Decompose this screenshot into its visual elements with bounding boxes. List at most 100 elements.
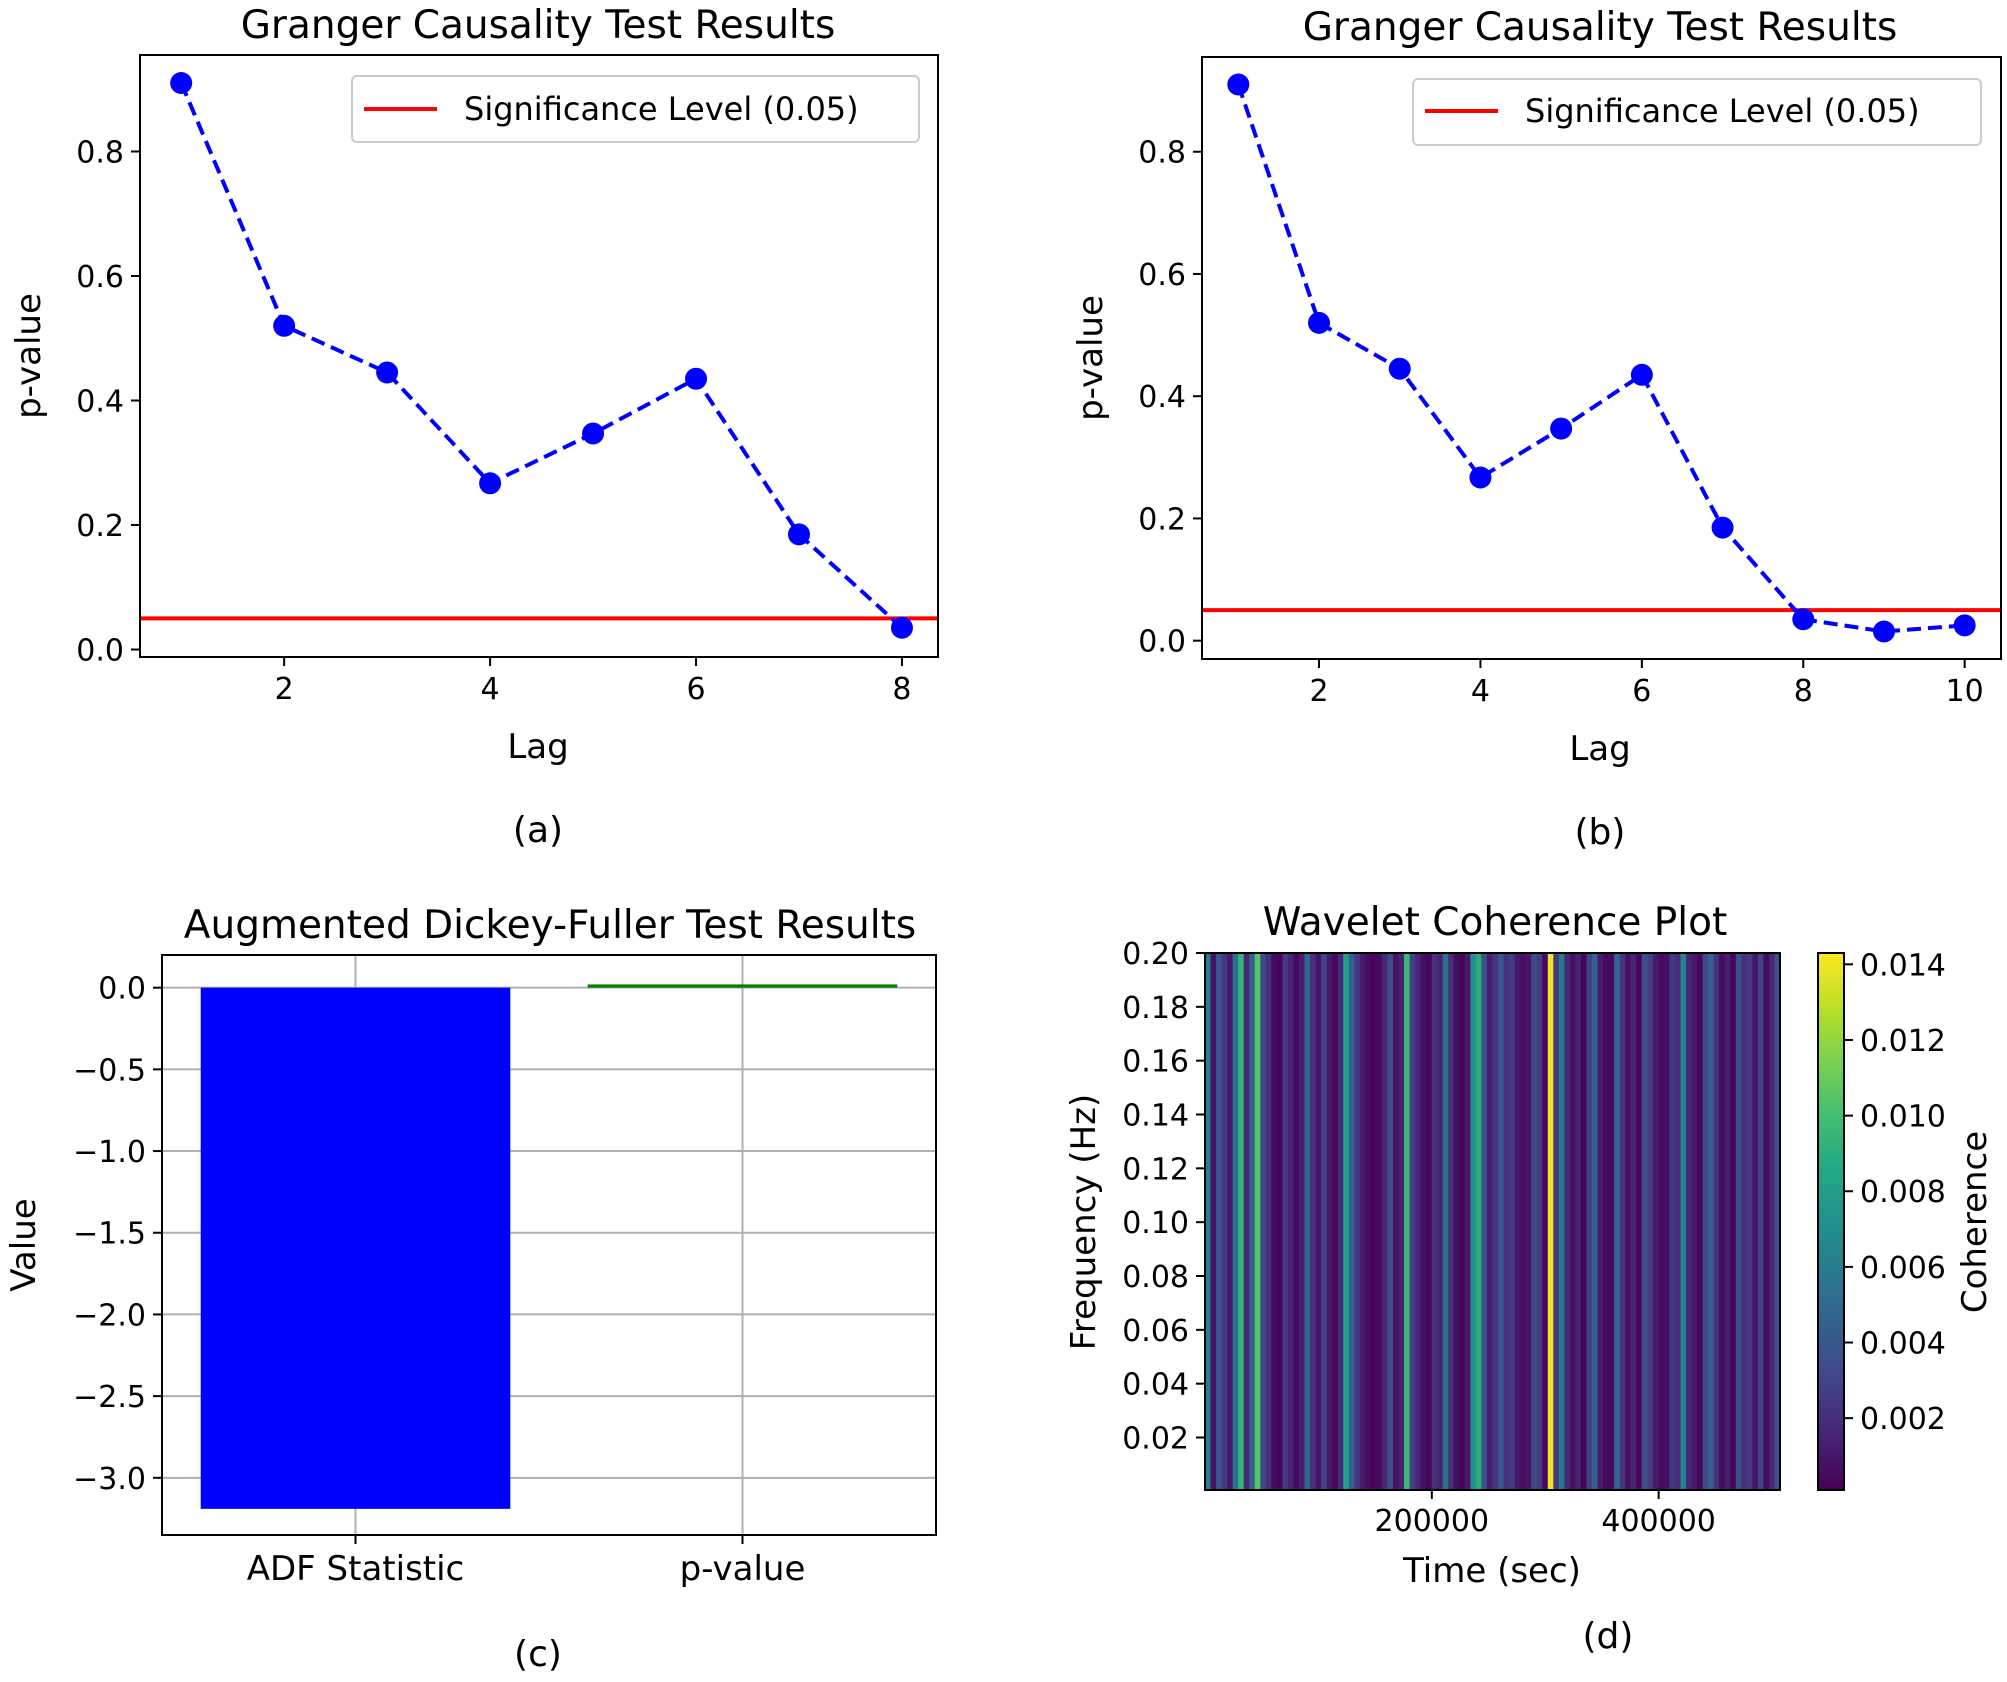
data-point — [1550, 417, 1573, 440]
y-tick-label: −3.0 — [73, 1462, 146, 1497]
heatmap-cell — [1663, 953, 1671, 1490]
heatmap-cell — [1254, 953, 1261, 1490]
heatmap-cell — [1448, 953, 1455, 1490]
y-tick-label: 0.2 — [1138, 502, 1186, 537]
heatmap-cell — [1702, 953, 1709, 1490]
heatmap-cell — [1321, 953, 1328, 1490]
data-point — [170, 72, 193, 95]
heatmap-cell — [1636, 953, 1643, 1490]
data-point — [479, 472, 502, 495]
heatmap-cell — [1437, 953, 1444, 1490]
heatmap-cell — [1542, 953, 1549, 1490]
chart-d: Wavelet Coherence Plot 200000 400000 0.02 0… — [1064, 900, 1995, 1657]
heatmap-cell — [1287, 953, 1295, 1490]
y-tick-label: −0.5 — [73, 1053, 146, 1088]
heatmap-cell — [1348, 953, 1355, 1490]
heatmap-cell — [1630, 953, 1637, 1490]
data-point — [582, 422, 605, 445]
chart-a-legend-box — [351, 75, 920, 143]
heatmap-cell — [1365, 953, 1372, 1490]
chart-c-title: Augmented Dickey-Fuller Test Results — [184, 903, 916, 948]
chart-d-xlabel: Time (sec) — [1402, 1551, 1581, 1591]
heatmap-cell — [1575, 953, 1582, 1490]
heatmap-cell — [1564, 953, 1571, 1490]
chart-c-ylabel: Value — [4, 1198, 44, 1291]
y-tick-label: 0.0 — [98, 972, 146, 1007]
heatmap-cell — [1409, 953, 1416, 1490]
chart-b-legend: Significance Level (0.05) — [1412, 78, 1982, 146]
heatmap-cell — [1404, 953, 1411, 1490]
chart-d-frame — [1204, 952, 1781, 1491]
y-tick-label: −1.5 — [73, 1217, 146, 1252]
heatmap-cell — [1525, 953, 1532, 1490]
data-point — [1953, 614, 1976, 637]
heatmap-cell — [1580, 953, 1588, 1490]
colorbar-tick-label: 0.004 — [1860, 1327, 1946, 1362]
data-point — [1308, 311, 1331, 334]
colorbar-tick-label: 0.010 — [1860, 1100, 1946, 1135]
heatmap-cell — [1531, 953, 1538, 1490]
chart-a-legend-label: Significance Level (0.05) — [464, 90, 859, 128]
heatmap-cell — [1381, 953, 1389, 1490]
heatmap-cell — [1370, 953, 1377, 1490]
data-point — [1630, 363, 1653, 386]
heatmap-cell — [1768, 953, 1776, 1490]
x-tick-label: ADF Statistic — [247, 1549, 465, 1589]
heatmap-cell — [1221, 953, 1228, 1490]
data-point — [1227, 73, 1250, 96]
chart-b-frame — [1201, 56, 2002, 660]
heatmap-cell — [1520, 953, 1527, 1490]
heatmap-cell — [1514, 953, 1521, 1490]
heatmap-cell — [1387, 953, 1394, 1490]
data-point — [1872, 620, 1895, 643]
chart-b-ylabel: p-value — [1071, 295, 1111, 421]
heatmap-cell — [1553, 953, 1560, 1490]
heatmap-cell — [1464, 953, 1471, 1490]
colorbar-tick-label: 0.012 — [1860, 1024, 1946, 1059]
heatmap-cell — [1271, 953, 1278, 1490]
chart-c: Augmented Dickey-Fuller Test Results ADF… — [4, 903, 937, 1675]
data-point — [685, 367, 708, 390]
heatmap-cell — [1392, 953, 1400, 1490]
chart-b: Granger Causality Test Results 2 4 6 8 10 0.0… — [1071, 5, 2002, 853]
heatmap-cell — [1592, 953, 1599, 1490]
chart-b-legend-label: Significance Level (0.05) — [1525, 92, 1920, 130]
heatmap-cell — [1475, 953, 1483, 1490]
x-tick-label: 8 — [892, 672, 911, 707]
chart-a-title: Granger Causality Test Results — [241, 3, 836, 48]
y-tick-label: 0.0 — [76, 634, 124, 669]
data-point — [1388, 357, 1411, 380]
x-tick-label: 200000 — [1375, 1504, 1490, 1539]
heatmap-cell — [1569, 953, 1577, 1490]
y-tick-label: 0.0 — [1138, 625, 1186, 660]
chart-b-legend-box — [1412, 78, 1982, 146]
heatmap-cell — [1757, 953, 1765, 1490]
x-tick-label: 8 — [1794, 674, 1813, 709]
y-tick-label: 0.20 — [1122, 937, 1189, 972]
heatmap-cell — [1536, 953, 1543, 1490]
y-tick-label: 0.14 — [1122, 1099, 1189, 1134]
heatmap-cell — [1509, 953, 1516, 1490]
heatmap-cell — [1459, 953, 1466, 1490]
heatmap-cell — [1608, 953, 1615, 1490]
y-tick-label: 0.2 — [76, 509, 124, 544]
heatmap-cell — [1293, 953, 1300, 1490]
chart-b-panel-label: (b) — [1575, 812, 1626, 853]
data-point — [890, 616, 913, 639]
chart-a-ylabel: p-value — [9, 293, 49, 419]
data-point — [787, 523, 810, 546]
heatmap-cell — [1238, 953, 1245, 1490]
colorbar-tick-label: 0.006 — [1860, 1251, 1946, 1286]
chart-a-legend: Significance Level (0.05) — [351, 75, 920, 143]
heatmap-cell — [1647, 953, 1654, 1490]
heatmap-cell — [1249, 953, 1256, 1490]
heatmap-cell — [1686, 953, 1693, 1490]
chart-d-panel-label: (d) — [1583, 1616, 1634, 1657]
heatmap-cell — [1420, 953, 1427, 1490]
chart-a-xlabel: Lag — [507, 727, 568, 767]
heatmap-cell — [1481, 953, 1488, 1490]
heatmap-cell — [1641, 953, 1648, 1490]
y-tick-label: 0.4 — [1138, 380, 1186, 415]
heatmap-cell — [1343, 953, 1350, 1490]
series-line — [179, 82, 904, 630]
